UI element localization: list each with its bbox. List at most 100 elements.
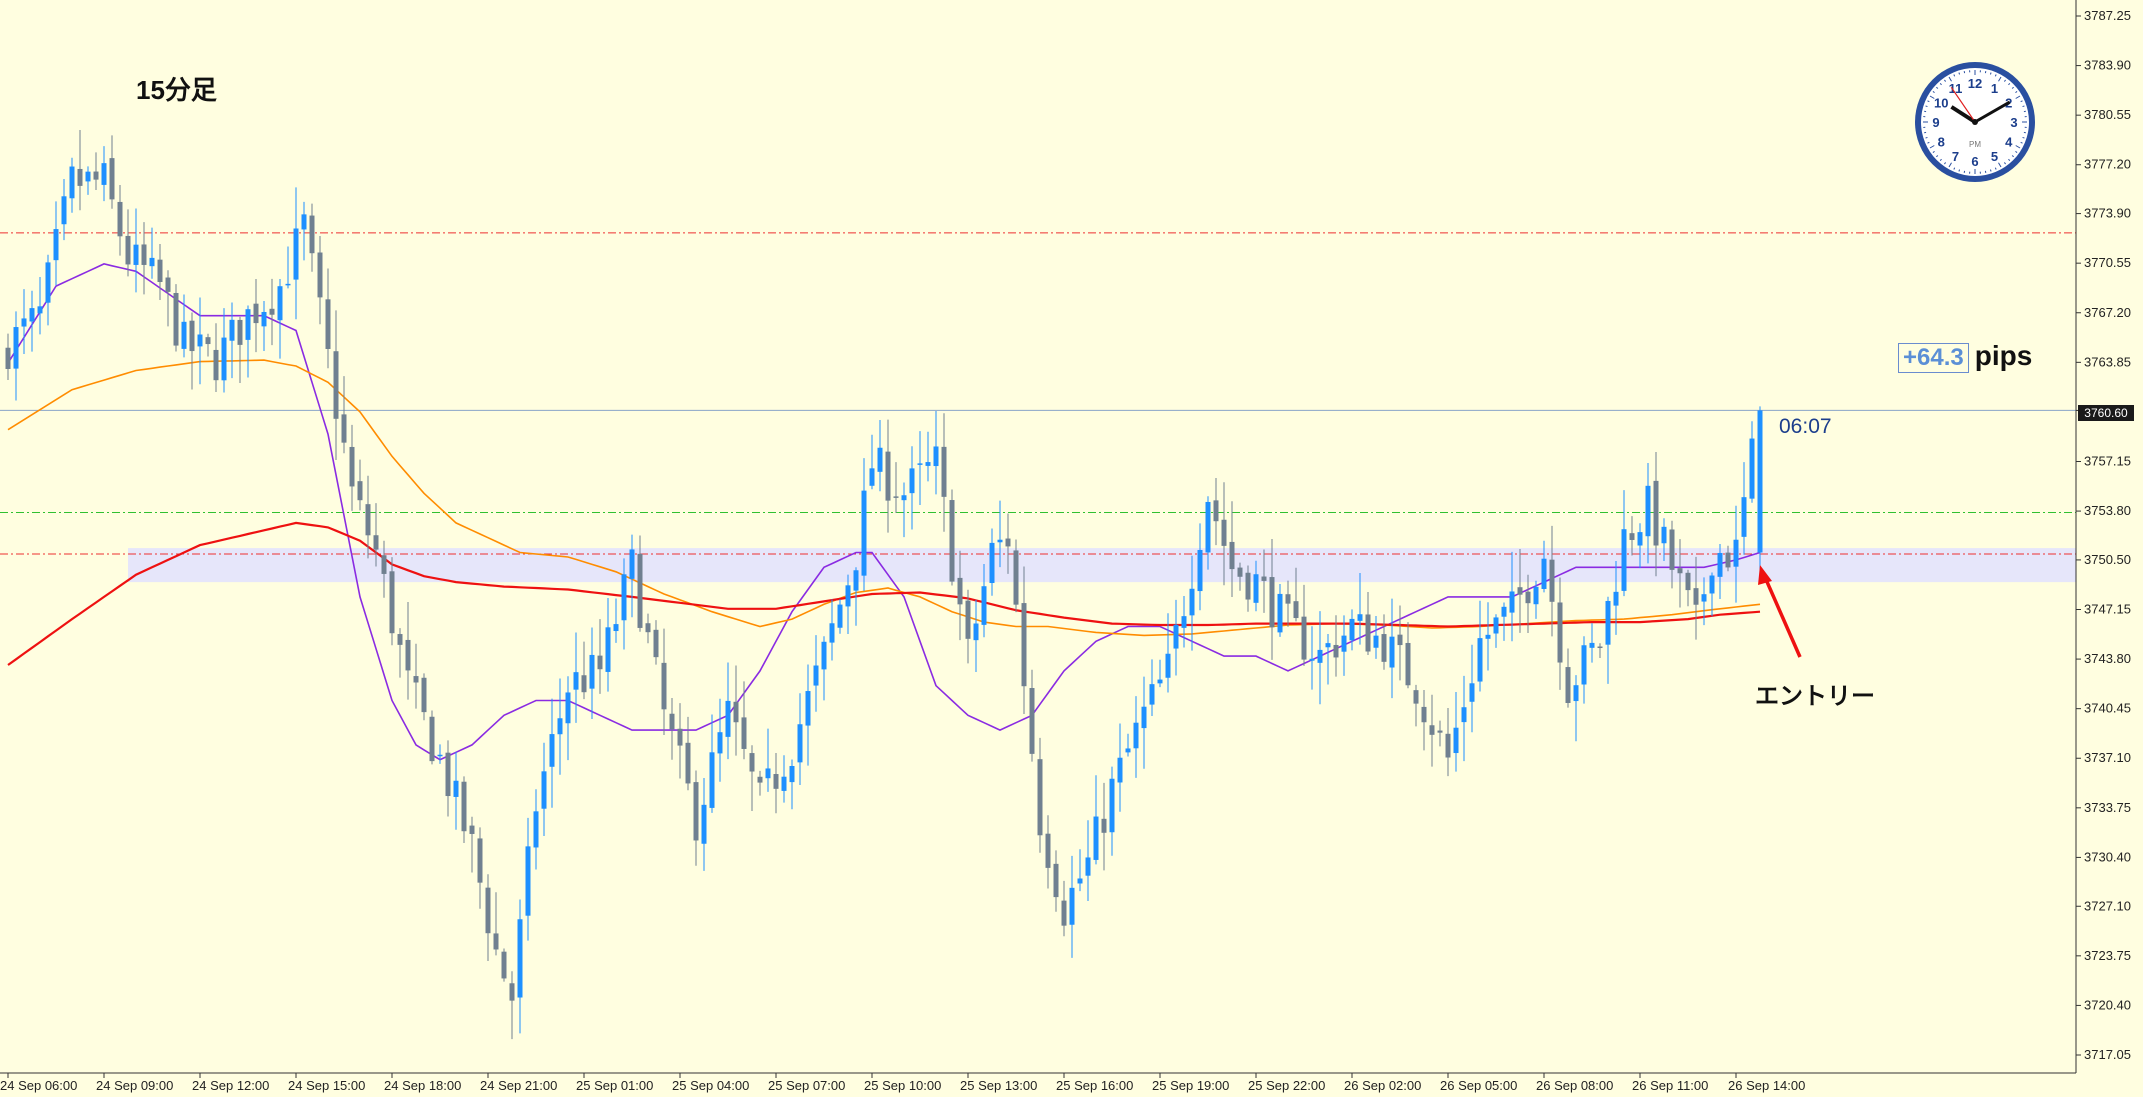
clock-tick (2015, 95, 2021, 99)
bar-countdown: 06:07 (1779, 415, 1832, 438)
candle-body (581, 675, 587, 693)
candle-body (189, 320, 195, 352)
candle-body (1413, 690, 1419, 704)
candle-body (101, 163, 107, 185)
clock-tick (1939, 83, 1942, 86)
clock-tick (1958, 169, 1961, 172)
candle-body (141, 244, 147, 265)
candle-body (1301, 616, 1307, 660)
candle-body (149, 257, 155, 267)
clock-tick (2022, 136, 2025, 139)
clock-tick (2011, 155, 2014, 158)
candle-body (1541, 558, 1547, 589)
clock-tick (1936, 155, 1939, 158)
x-tick-label: 25 Sep 19:00 (1152, 1078, 1229, 1093)
profit-display: +64.3 pips (1898, 340, 2032, 373)
candle-body (1453, 727, 1459, 754)
candle-body (1605, 600, 1611, 645)
candle-body (501, 951, 507, 979)
candle-body (813, 665, 819, 686)
candle-body (1525, 591, 1531, 604)
candle-body (1533, 586, 1539, 605)
candle-body (389, 571, 395, 634)
clock-tick (2015, 91, 2018, 94)
candle-body (877, 447, 883, 472)
candle-body (941, 446, 947, 497)
x-tick-label: 26 Sep 11:00 (1632, 1078, 1708, 1093)
clock-number: 8 (1938, 135, 1945, 150)
candle-body (541, 771, 547, 809)
candle-body (1277, 593, 1283, 633)
candle-body (1253, 574, 1259, 603)
candle-body (261, 311, 267, 327)
candle-body (1661, 526, 1667, 544)
candle-body (1421, 706, 1427, 723)
candle-body (301, 214, 307, 230)
candle-body (733, 701, 739, 723)
x-tick-label: 24 Sep 06:00 (0, 1078, 77, 1093)
clock-number: 1 (1991, 81, 1998, 96)
y-tick-label: 3733.75 (2084, 800, 2131, 815)
candle-body (1669, 529, 1675, 570)
candle-body (181, 321, 187, 349)
candle-body (1021, 603, 1027, 687)
candle-body (1621, 529, 1627, 591)
y-tick-label: 3730.40 (2084, 849, 2131, 864)
candle-body (1245, 572, 1251, 600)
candle-body (357, 481, 363, 501)
candle-body (493, 933, 499, 950)
candle-body (909, 468, 915, 494)
y-tick-label: 3737.10 (2084, 750, 2131, 765)
candle-body (989, 542, 995, 584)
candle-body (1101, 818, 1107, 833)
clock-tick (1953, 74, 1956, 77)
candle-body (461, 781, 467, 832)
candle-body (789, 766, 795, 783)
candle-body (349, 446, 355, 487)
clock-tick (1932, 91, 1935, 94)
clock-tick (1948, 76, 1952, 82)
candle-body (1357, 614, 1363, 621)
clock-tick (2011, 86, 2014, 89)
clock-number: 7 (1952, 149, 1959, 164)
candle-body (949, 500, 955, 582)
y-tick-label: 3717.05 (2084, 1047, 2131, 1062)
candle-body (685, 742, 691, 784)
candle-body (1213, 500, 1219, 522)
candle-body (373, 535, 379, 550)
clock-tick (2015, 145, 2021, 149)
candle-body (1165, 653, 1171, 678)
candle-body (1173, 624, 1179, 649)
clock-tick (1927, 100, 1930, 103)
candle-body (1349, 618, 1355, 641)
candle-body (1013, 550, 1019, 605)
candle-body (1397, 634, 1403, 646)
candle-body (1133, 722, 1139, 749)
clock-tick (1936, 86, 1939, 89)
x-tick-label: 26 Sep 02:00 (1344, 1078, 1421, 1093)
candle-body (1613, 591, 1619, 606)
candle-body (1061, 900, 1067, 926)
candle-body (469, 825, 475, 834)
candle-body (901, 495, 907, 501)
x-tick-label: 25 Sep 07:00 (768, 1078, 845, 1093)
candle-body (885, 451, 891, 501)
candle-body (653, 629, 659, 658)
candle-body (1005, 538, 1011, 547)
candle-body (837, 604, 843, 628)
candle-body (509, 983, 515, 1001)
candle-body (245, 309, 251, 340)
candle-body (413, 676, 419, 683)
candle-body (1485, 634, 1491, 639)
candle-body (1469, 683, 1475, 702)
candle-body (1229, 541, 1235, 570)
candle-body (1405, 642, 1411, 686)
candle-body (1181, 616, 1187, 628)
candle-body (37, 306, 43, 314)
clock-number: 11 (1949, 81, 1963, 96)
candle-body (805, 691, 811, 726)
candle-body (1373, 635, 1379, 648)
x-tick-label: 25 Sep 04:00 (672, 1078, 749, 1093)
candle-body (173, 292, 179, 346)
